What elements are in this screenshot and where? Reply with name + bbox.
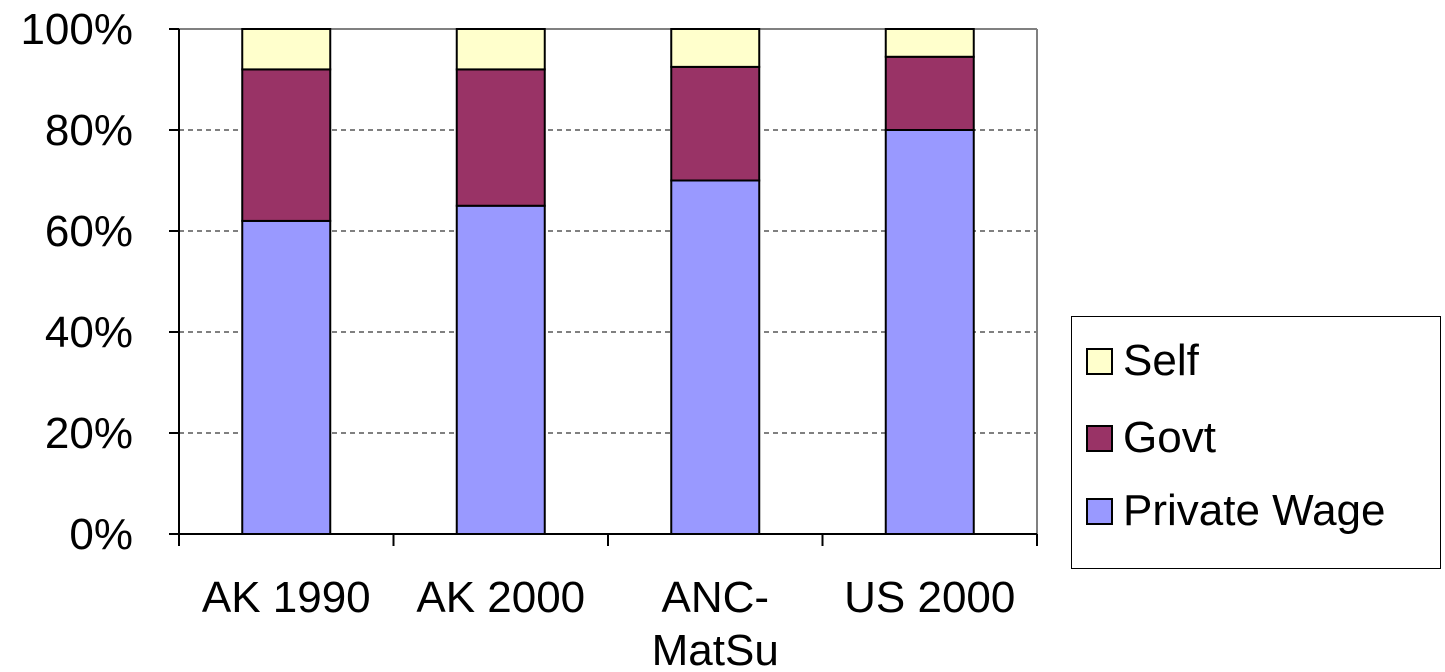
legend: Self Govt Private Wage <box>1071 316 1441 569</box>
legend-label-private-wage: Private Wage <box>1123 486 1386 535</box>
legend-label-self: Self <box>1123 336 1199 385</box>
y-tick-label: 0% <box>69 510 133 559</box>
legend-swatch-private-wage <box>1086 497 1113 525</box>
bar-segment-govt <box>455 68 546 207</box>
bar-segment-private-wage <box>884 129 975 535</box>
bar-segment-private-wage <box>241 219 332 535</box>
bar-segment-self <box>241 28 332 71</box>
y-tick-label: 40% <box>45 308 133 357</box>
x-tick-label: AK 2000 <box>416 573 585 622</box>
x-tick-label: ANC-MatSu <box>652 573 779 672</box>
x-tick-labels: AK 1990 AK 2000 ANC-MatSu US 2000 <box>202 573 1016 672</box>
legend-swatch-self <box>1086 347 1113 375</box>
y-tick-label: 80% <box>45 106 133 155</box>
legend-swatch-govt <box>1086 424 1113 452</box>
bar-segment-govt <box>884 55 975 131</box>
legend-label-govt: Govt <box>1123 413 1216 462</box>
x-tick-label: AK 1990 <box>202 573 371 622</box>
bar-segment-self <box>670 28 761 68</box>
bar-segment-private-wage <box>670 179 761 535</box>
y-tick-labels: 0% 20% 40% 60% 80% 100% <box>20 5 133 559</box>
y-tick-label: 100% <box>20 5 133 54</box>
bar-segment-self <box>884 28 975 58</box>
legend-item-govt: Govt <box>1086 416 1216 460</box>
axes <box>169 28 1038 546</box>
x-tick-label: US 2000 <box>844 573 1015 622</box>
legend-item-private-wage: Private Wage <box>1086 489 1385 533</box>
bar-segment-govt <box>241 68 332 222</box>
y-tick-label: 20% <box>45 409 133 458</box>
bars <box>241 28 975 535</box>
legend-item-self: Self <box>1086 339 1199 383</box>
bar-segment-self <box>455 28 546 71</box>
y-tick-label: 60% <box>45 207 133 256</box>
bar-segment-govt <box>670 65 761 182</box>
bar-segment-private-wage <box>455 204 546 535</box>
